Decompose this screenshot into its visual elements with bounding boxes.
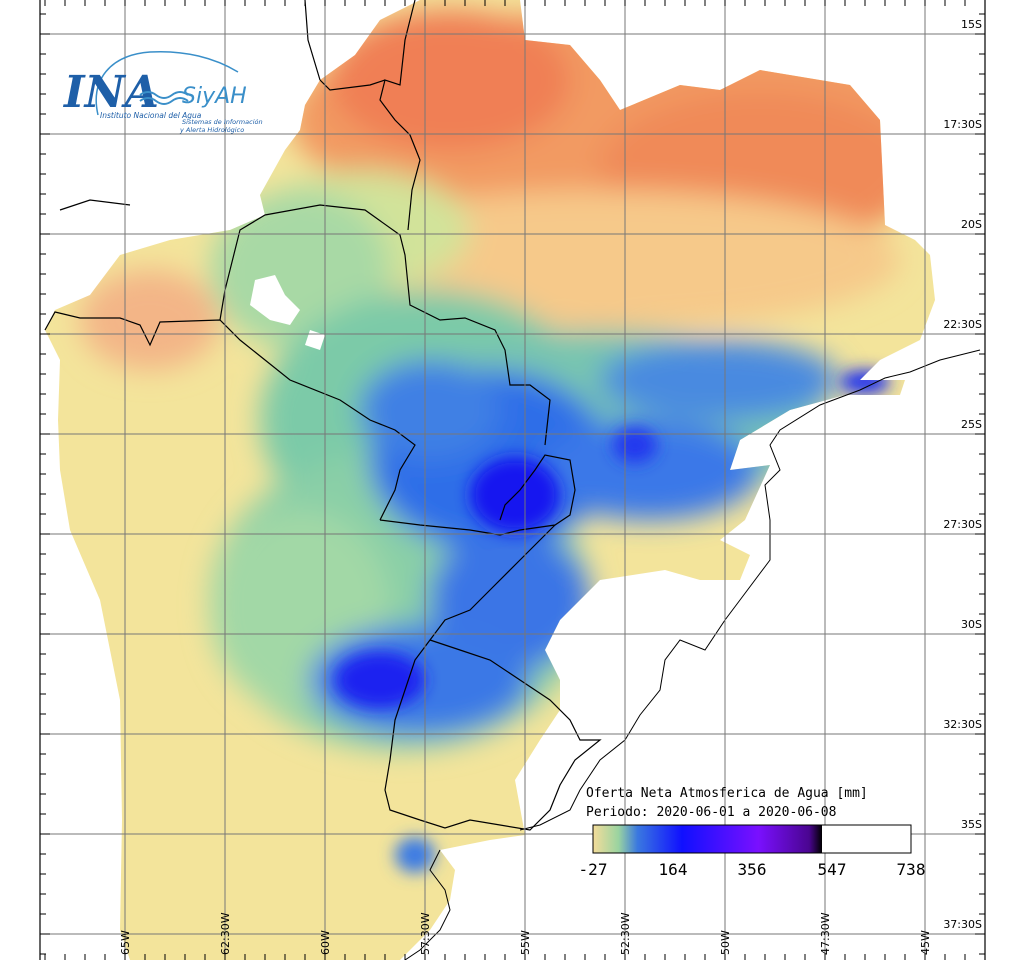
lat-label: 35S (961, 818, 982, 831)
logo-siyah-text: SiyAH (182, 84, 247, 109)
map-frame (39, 0, 986, 960)
lat-label: 37:30S (943, 918, 982, 931)
frame-ticks (40, 0, 985, 960)
legend-title: Oferta Neta Atmosferica de Agua [mm] (586, 786, 868, 801)
latitude-labels: 15S 17:30S 20S 22:30S 25S 27:30S 30S 32:… (943, 18, 982, 931)
legend-period: Periodo: 2020-06-01 a 2020-06-08 (586, 805, 836, 820)
wave-icon (139, 91, 189, 105)
lon-label: 47:30W (819, 912, 832, 955)
lon-label: 52:30W (619, 912, 632, 955)
lat-label: 27:30S (943, 518, 982, 531)
logo-org-name: Instituto Nacional del Agua (100, 111, 202, 120)
lon-label: 65W (119, 930, 132, 955)
lat-label: 32:30S (943, 718, 982, 731)
graticule (40, 0, 985, 960)
legend-tick: 547 (818, 860, 847, 879)
ina-siyah-logo: INA SiyAH Instituto Nacional del Agua Si… (62, 50, 263, 134)
lon-label: 62:30W (219, 912, 232, 955)
lat-label: 20S (961, 218, 982, 231)
logo-system-line1: Sistemas de Información (182, 118, 263, 126)
lon-label: 60W (319, 930, 332, 955)
lon-label: 55W (519, 930, 532, 955)
legend-colorbar (592, 824, 912, 854)
lat-label: 22:30S (943, 318, 982, 331)
lon-label: 50W (719, 930, 732, 955)
lon-label: 45W (919, 930, 932, 955)
legend-tick: 356 (738, 860, 767, 879)
lat-label: 17:30S (943, 118, 982, 131)
logo-system-line2: y Alerta Hidrológico (179, 126, 244, 134)
legend-tick: -27 (579, 860, 608, 879)
lat-label: 15S (961, 18, 982, 31)
lon-label: 57:30W (419, 912, 432, 955)
lat-label: 25S (961, 418, 982, 431)
legend: Oferta Neta Atmosferica de Agua [mm] Per… (579, 786, 926, 879)
coastline (404, 349, 981, 960)
legend-tick: 738 (897, 860, 926, 879)
longitude-labels: 65W 62:30W 60W 57:30W 55W 52:30W 50W 47:… (119, 912, 932, 955)
no-data-areas (250, 275, 325, 350)
lat-label: 30S (961, 618, 982, 631)
borders (44, 0, 602, 831)
legend-tick: 164 (659, 860, 688, 879)
